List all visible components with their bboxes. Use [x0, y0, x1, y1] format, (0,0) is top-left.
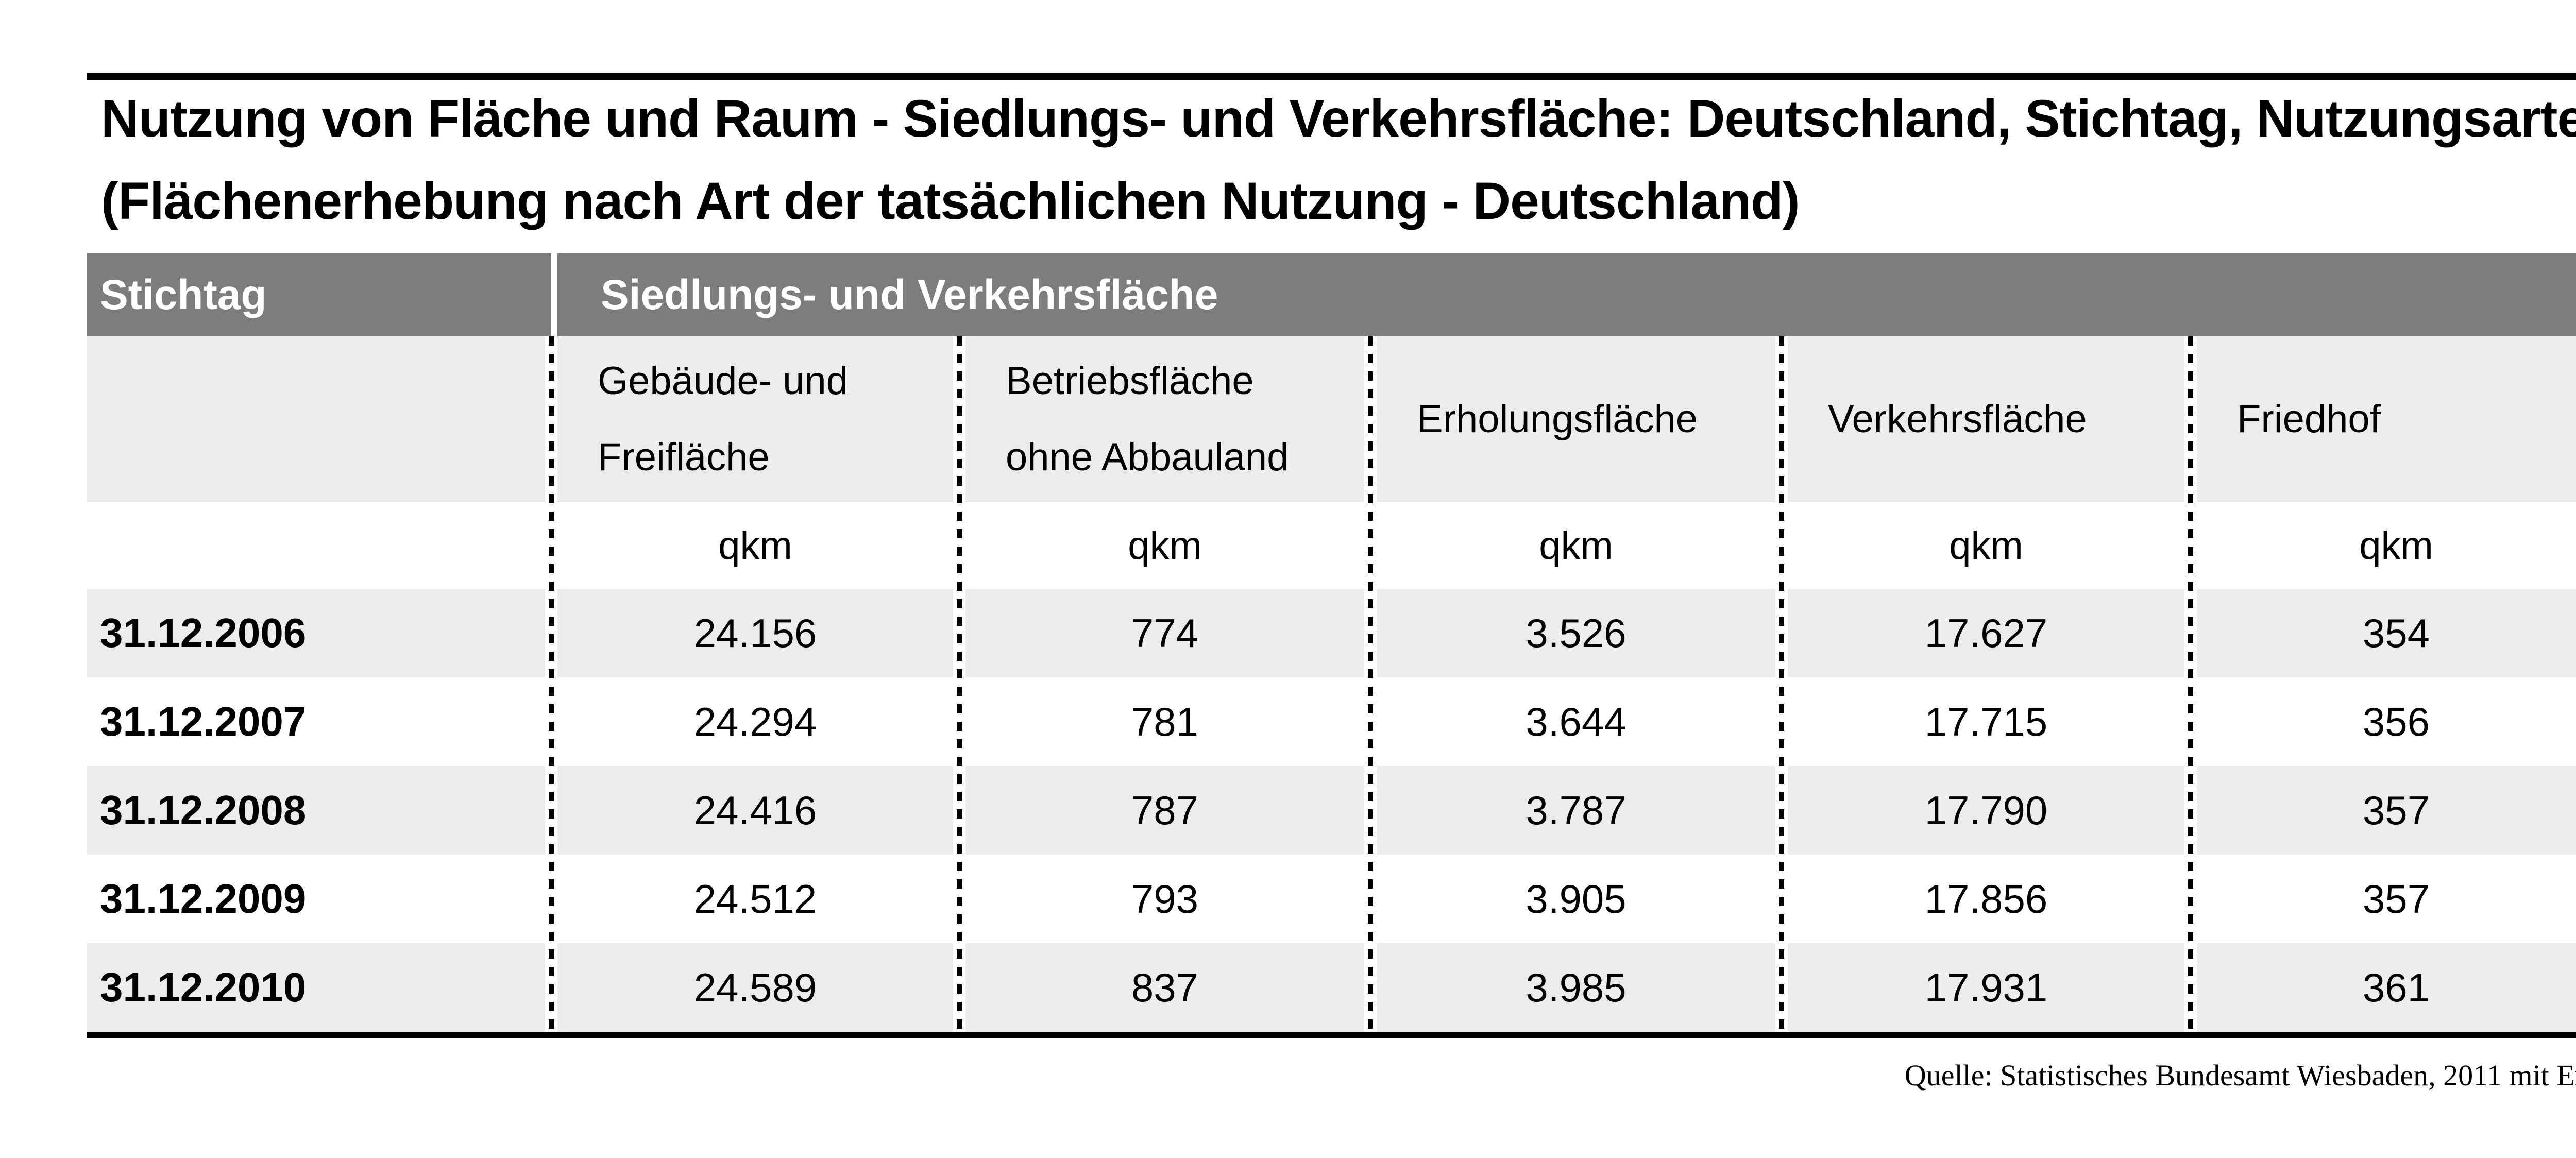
value-cell: 3.526 — [1526, 610, 1626, 656]
value-cell: 3.787 — [1526, 787, 1626, 833]
column-separator — [1775, 336, 1788, 1032]
value-cell: 361 — [2362, 964, 2430, 1010]
unit-cell: qkm — [1539, 523, 1613, 568]
value-cell: 24.156 — [693, 610, 817, 656]
source-note: Quelle: Statistisches Bundesamt Wiesbade… — [1904, 1059, 2576, 1092]
value-cell: 17.931 — [1924, 964, 2048, 1010]
table-subheader-row: Gebäude- und Freifläche Betriebsfläche o… — [87, 336, 2576, 502]
table-row: 31.12.2009 24.512 793 3.905 17.856 357 4… — [87, 855, 2576, 943]
table-row: 31.12.2006 24.156 774 3.526 17.627 354 4… — [87, 589, 2576, 677]
column-separator — [545, 336, 557, 1032]
value-cell: 357 — [2362, 787, 2430, 833]
top-rule — [87, 73, 2576, 80]
value-cell: 354 — [2362, 610, 2430, 656]
unit-cell: qkm — [1128, 523, 1202, 568]
column-header-erholungsflaeche: Erholungsfläche — [1417, 397, 1698, 441]
data-table: Stichtag Siedlungs- und Verkehrsfläche G… — [87, 253, 2576, 1038]
value-cell: 3.985 — [1526, 964, 1626, 1010]
value-cell: 774 — [1131, 610, 1199, 656]
unit-cell: qkm — [718, 523, 792, 568]
value-cell: 24.294 — [693, 699, 817, 744]
column-separator — [2184, 336, 2197, 1032]
value-cell: 24.512 — [693, 876, 817, 922]
table-row: 31.12.2008 24.416 787 3.787 17.790 357 4… — [87, 766, 2576, 855]
subheader-empty-cell — [87, 336, 551, 502]
column-header-friedhof: Friedhof — [2237, 397, 2381, 441]
column-header-verkehrsflaeche: Verkehrsfläche — [1828, 397, 2087, 441]
unit-cell: qkm — [2359, 523, 2433, 568]
value-cell: 17.715 — [1924, 699, 2048, 744]
date-cell: 31.12.2010 — [100, 964, 307, 1010]
table-header-row: Stichtag Siedlungs- und Verkehrsfläche — [87, 253, 2576, 336]
value-cell: 17.627 — [1924, 610, 2048, 656]
value-cell: 781 — [1131, 699, 1199, 744]
value-cell: 17.856 — [1924, 876, 2048, 922]
column-separator — [1364, 336, 1377, 1032]
unit-cell: qkm — [1949, 523, 2023, 568]
value-cell: 17.790 — [1924, 787, 2048, 833]
bottom-rule — [87, 1032, 2576, 1038]
column-header-gebaeude-und-freiflaeche: Gebäude- und Freifläche — [598, 359, 848, 479]
table-row: 31.12.2010 24.589 837 3.985 17.931 361 4… — [87, 943, 2576, 1032]
table-row: 31.12.2007 24.294 781 3.644 17.715 356 4… — [87, 677, 2576, 766]
value-cell: 837 — [1131, 964, 1199, 1010]
date-cell: 31.12.2007 — [100, 699, 307, 744]
table-unit-row: qkm qkm qkm qkm qkm qkm — [87, 502, 2576, 589]
value-cell: 3.644 — [1526, 699, 1626, 744]
header-stichtag: Stichtag — [100, 271, 267, 318]
value-cell: 357 — [2362, 876, 2430, 922]
column-separator — [953, 336, 965, 1032]
page-title: Nutzung von Fläche und Raum - Siedlungs-… — [101, 89, 2576, 230]
value-cell: 24.416 — [693, 787, 817, 833]
value-cell: 787 — [1131, 787, 1199, 833]
unit-empty-cell — [87, 502, 551, 589]
date-cell: 31.12.2009 — [100, 876, 307, 922]
date-cell: 31.12.2006 — [100, 610, 307, 656]
value-cell: 3.905 — [1526, 876, 1626, 922]
value-cell: 356 — [2362, 699, 2430, 744]
value-cell: 793 — [1131, 876, 1199, 922]
date-cell: 31.12.2008 — [100, 787, 307, 833]
value-cell: 24.589 — [693, 964, 817, 1010]
header-group-siedlungs-und-verkehrsflaeche: Siedlungs- und Verkehrsfläche — [551, 253, 2576, 336]
column-header-betriebsflaeche-ohne-abbauland: Betriebsfläche ohne Abbauland — [1006, 359, 1289, 479]
